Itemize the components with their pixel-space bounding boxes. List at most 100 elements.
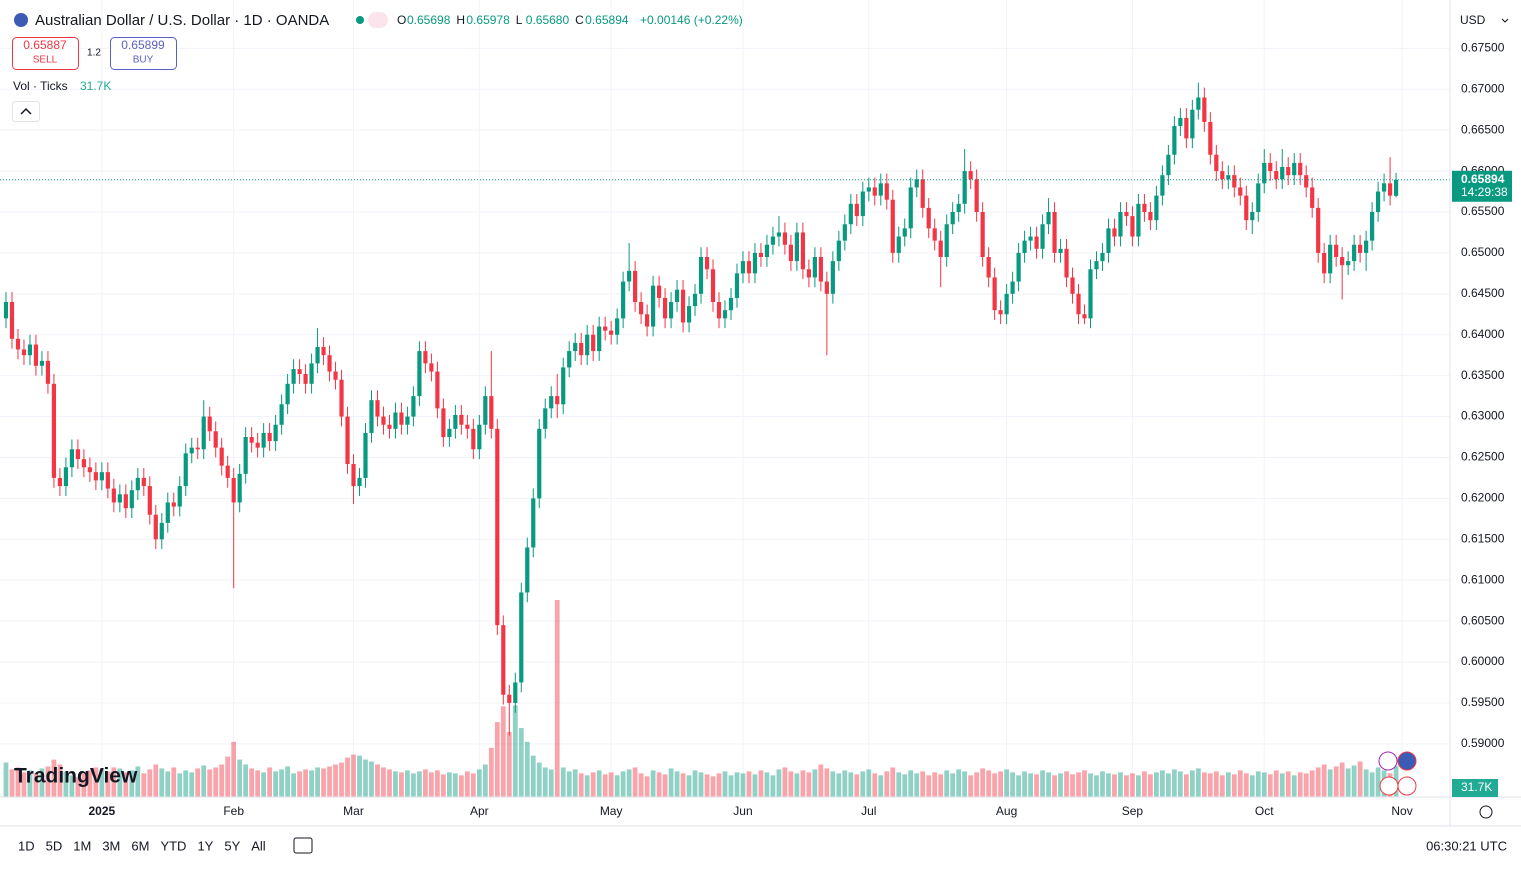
volume-bar [1148, 774, 1153, 797]
volume-bar [938, 774, 944, 797]
volume-bar [764, 772, 770, 797]
range-button[interactable]: 1M [73, 838, 91, 853]
volume-bar [279, 769, 285, 797]
candle-body [746, 261, 752, 274]
candle-body [890, 199, 895, 253]
range-button[interactable]: 6M [131, 838, 149, 853]
volume-bar [554, 600, 560, 797]
candle-body [363, 432, 368, 478]
volume-bar [1088, 773, 1093, 797]
volume-bar [968, 775, 974, 797]
volume-bar [45, 766, 51, 797]
range-button[interactable]: 1Y [197, 838, 213, 853]
settings-icon[interactable] [1479, 805, 1493, 819]
currency-caret [1501, 18, 1509, 23]
volume-bar [69, 775, 75, 797]
candle-body [651, 285, 656, 327]
candle-body [1238, 187, 1243, 196]
range-button[interactable]: 3M [102, 838, 120, 853]
buy-button[interactable] [110, 37, 177, 70]
y-tick-label: 0.60000 [1461, 654, 1505, 668]
candle-body [225, 465, 230, 478]
event-icon[interactable] [1379, 776, 1399, 796]
volume-bar [920, 771, 926, 797]
candle-body [435, 371, 440, 409]
volume-bar [512, 705, 518, 797]
candle-body [3, 302, 9, 319]
volume-bar [1016, 775, 1021, 797]
volume-bar [674, 771, 680, 797]
currency-button[interactable] [1452, 8, 1514, 34]
volume-bar [1345, 768, 1351, 797]
range-button[interactable]: All [251, 838, 266, 853]
candle-body [453, 414, 458, 429]
volume-bar [1070, 774, 1075, 797]
candle-body [291, 369, 296, 384]
range-button[interactable]: 5Y [224, 838, 240, 853]
volume-bar [345, 757, 350, 797]
countdown: 14:29:38 [1461, 185, 1508, 199]
candle-body [105, 472, 110, 489]
candle-body [315, 347, 320, 364]
date-range-icon[interactable] [293, 837, 313, 854]
candle-body [1112, 228, 1117, 237]
candle-body [1340, 257, 1345, 266]
volume-bar [974, 772, 980, 797]
candle-body [1208, 122, 1213, 155]
candle-body [758, 252, 764, 257]
collapse-button[interactable] [12, 101, 40, 122]
volume-bar [1231, 774, 1237, 797]
status-pill[interactable] [368, 12, 388, 28]
volume-bar [578, 773, 584, 797]
candle-body [1220, 171, 1225, 180]
candle-body [579, 342, 584, 356]
event-icon[interactable] [1397, 776, 1417, 796]
volume-bar [536, 762, 542, 797]
volume-bar [1303, 773, 1309, 797]
candle-body [165, 502, 170, 523]
candle-body [1070, 277, 1075, 294]
volume-bar [962, 771, 968, 797]
volume-bar [1261, 772, 1267, 797]
range-button[interactable]: 1D [18, 838, 35, 853]
candle-body [1088, 269, 1093, 319]
sell-button[interactable] [12, 37, 79, 70]
volume-bar [177, 773, 183, 797]
volume-bar [15, 767, 21, 797]
candle-body [309, 363, 314, 384]
volume-bar [740, 773, 746, 797]
candle-body [495, 428, 500, 626]
event-icon[interactable] [1397, 751, 1417, 771]
y-tick-label: 0.60500 [1461, 613, 1505, 627]
volume-bar [1267, 774, 1273, 797]
candle-body [794, 232, 799, 262]
candle-body [411, 396, 416, 417]
candle-body [423, 351, 428, 364]
volume-bar [267, 767, 273, 797]
volume-bar [51, 759, 57, 797]
volume-bar [1363, 769, 1369, 797]
x-tick-label: Apr [470, 804, 489, 818]
volume-bar [998, 771, 1004, 797]
candle-body [1130, 216, 1135, 237]
volume-bar [1064, 771, 1069, 797]
volume-bar [848, 772, 854, 797]
candle-body [854, 203, 859, 217]
volume-bar [542, 767, 548, 797]
event-icon[interactable] [1378, 751, 1398, 771]
volume-bar [890, 767, 896, 797]
volume-bar [237, 759, 243, 797]
candle-body [704, 257, 710, 270]
candle-body [830, 261, 835, 294]
volume-bar [417, 771, 422, 797]
volume-bar [195, 768, 201, 797]
candle-body [902, 228, 907, 237]
range-button[interactable]: 5D [46, 838, 63, 853]
range-button[interactable]: YTD [160, 838, 186, 853]
volume-bar [1010, 772, 1015, 797]
candle-body [656, 285, 662, 298]
candle-body [1184, 117, 1189, 139]
volume-bar [860, 771, 866, 797]
candle-body [1358, 244, 1363, 253]
candle-body [1352, 244, 1357, 262]
